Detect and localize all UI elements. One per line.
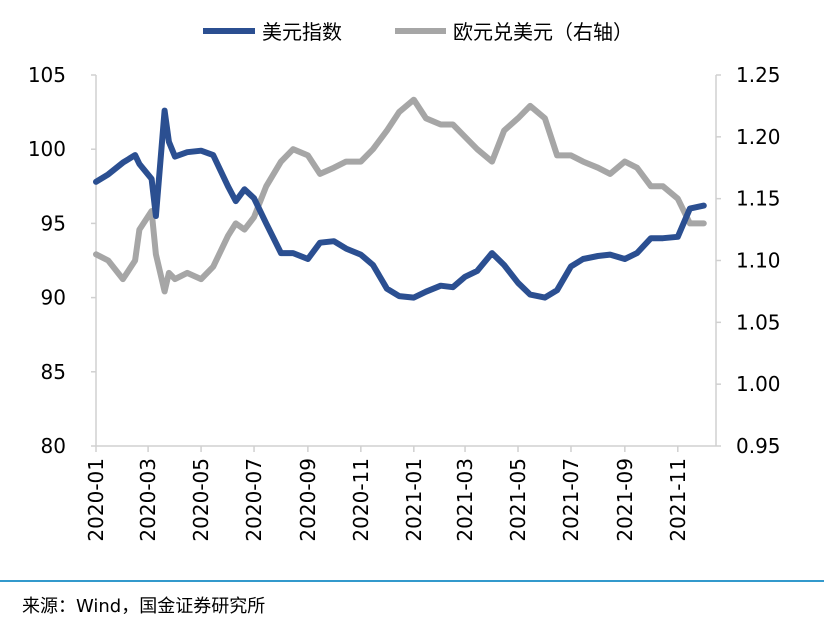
left-y-ticks: 80 85 90 95 100 105: [28, 63, 96, 458]
series-line-dxy: [93, 107, 707, 301]
left-y-tick-label: 105: [28, 63, 66, 87]
right-y-tick-label: 1.15: [736, 187, 781, 211]
right-y-tick-label: 1.20: [736, 125, 781, 149]
right-y-tick-label: 1.05: [736, 310, 781, 334]
right-y-ticks: 0.95 1.00 1.05 1.10 1.15 1.20 1.25: [716, 63, 781, 458]
x-tick-label: 2021-03: [453, 458, 477, 542]
x-tick-label: 2020-09: [296, 458, 320, 542]
x-tick-label: 2020-03: [136, 458, 160, 542]
left-y-tick-label: 95: [41, 211, 66, 235]
series-line-eurusd: [93, 96, 707, 295]
x-tick-label: 2020-07: [242, 458, 266, 542]
left-y-tick-label: 85: [41, 360, 66, 384]
right-y-tick-label: 1.10: [736, 249, 781, 273]
x-tick-label: 2020-11: [349, 458, 373, 542]
legend: 美元指数 欧元兑美元（右轴）: [203, 20, 633, 44]
right-y-tick-label: 1.00: [736, 372, 781, 396]
chart-svg: 美元指数 欧元兑美元（右轴） 80 85 90 95 100 105 0.95 1.00 1.…: [28, 20, 781, 542]
x-tick-label: 2020-05: [189, 458, 213, 542]
left-y-tick-label: 80: [41, 434, 66, 458]
x-tick-label: 2021-11: [666, 458, 690, 542]
left-y-tick-label: 90: [41, 286, 66, 310]
x-tick-label: 2020-01: [84, 458, 108, 542]
footer-divider: [0, 580, 824, 582]
left-y-tick-label: 100: [28, 137, 66, 161]
legend-label-eurusd: 欧元兑美元（右轴）: [453, 20, 633, 44]
x-axis-ticks: 2020-01 2020-03 2020-05 2020-07 2020-09 2020-…: [84, 446, 690, 542]
x-tick-label: 2021-01: [402, 458, 426, 542]
x-tick-label: 2021-09: [613, 458, 637, 542]
legend-label-dxy: 美元指数: [262, 20, 342, 44]
x-tick-label: 2021-05: [506, 458, 530, 542]
right-y-tick-label: 0.95: [736, 434, 781, 458]
right-y-tick-label: 1.25: [736, 63, 781, 87]
source-note: 来源：Wind，国金证券研究所: [22, 596, 266, 617]
x-tick-label: 2021-07: [559, 458, 583, 542]
